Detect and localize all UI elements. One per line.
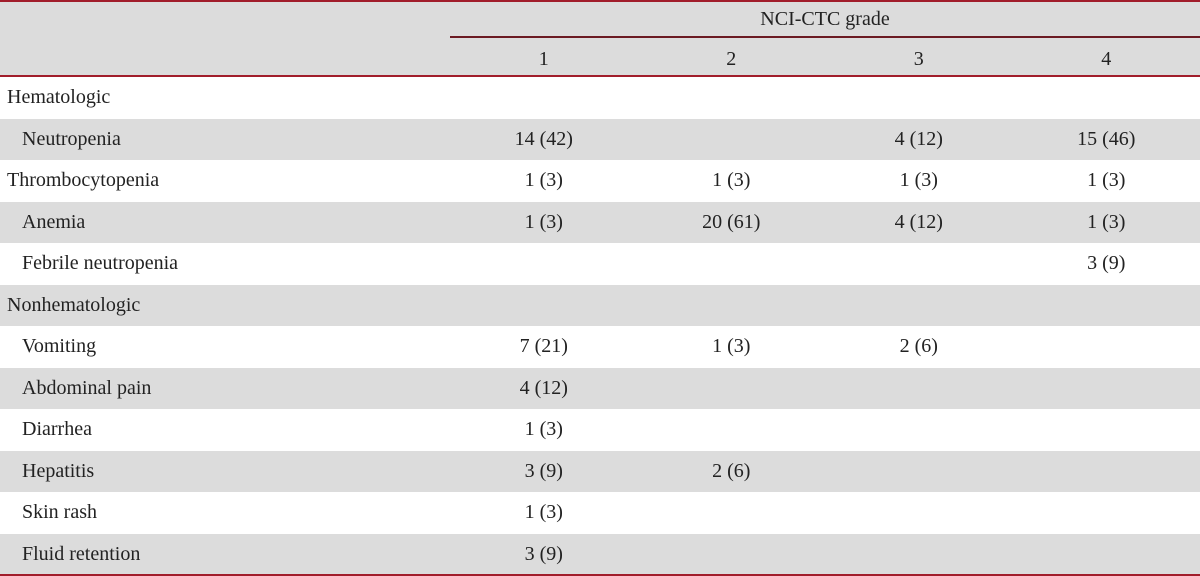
table-row: Febrile neutropenia 3 (9)	[0, 243, 1200, 285]
row-label: Vomiting	[22, 335, 97, 357]
table-row: Nonhematologic	[0, 284, 1200, 326]
table-row: Hematologic	[0, 77, 1200, 119]
row-label: Hematologic	[7, 86, 111, 108]
data-cell: 1 (3)	[712, 335, 751, 357]
column-header: 1	[538, 48, 549, 70]
table-row: Anemia 1 (3) 20 (61) 4 (12) 1 (3)	[0, 201, 1200, 243]
data-cell: 1 (3)	[1087, 169, 1126, 191]
table-row: Neutropenia 14 (42) 4 (12) 15 (46)	[0, 118, 1200, 160]
data-cell: 1 (3)	[524, 501, 563, 523]
data-cell: 3 (9)	[524, 459, 563, 482]
row-label: Abdominal pain	[22, 376, 152, 399]
row-label: Skin rash	[22, 501, 97, 523]
data-cell: 1 (3)	[524, 418, 563, 440]
table-row: Fluid retention 3 (9)	[0, 533, 1200, 575]
table-row: Diarrhea 1 (3)	[0, 409, 1200, 451]
data-cell: 4 (12)	[894, 127, 943, 150]
data-cell: 4 (12)	[894, 210, 943, 233]
bottom-rule	[0, 574, 1200, 576]
row-label: Diarrhea	[22, 418, 92, 440]
row-label: Thrombocytopenia	[7, 169, 160, 191]
group-underline	[450, 36, 1200, 38]
data-cell: 4 (12)	[519, 376, 568, 399]
row-label: Hepatitis	[22, 459, 95, 482]
data-cell: 15 (46)	[1077, 127, 1136, 150]
table-row: Skin rash 1 (3)	[0, 492, 1200, 534]
data-cell: 1 (3)	[712, 169, 751, 191]
data-cell: 7 (21)	[519, 335, 568, 357]
table-row: Vomiting 7 (21) 1 (3) 2 (6)	[0, 326, 1200, 368]
data-cell: 2 (6)	[899, 335, 938, 357]
data-cell: 2 (6)	[712, 459, 751, 482]
table-header: NCI-CTC grade 1 2 3 4	[0, 0, 1200, 77]
data-cell: 20 (61)	[702, 210, 761, 233]
row-label: Neutropenia	[22, 127, 121, 150]
column-header: 2	[726, 48, 737, 70]
group-header: NCI-CTC grade	[760, 8, 890, 30]
table-row: Thrombocytopenia 1 (3) 1 (3) 1 (3) 1 (3)	[0, 160, 1200, 202]
data-cell: 14 (42)	[514, 127, 573, 150]
data-cell: 3 (9)	[1087, 252, 1126, 274]
data-cell: 1 (3)	[524, 210, 563, 233]
row-label: Nonhematologic	[7, 293, 141, 316]
data-cell: 1 (3)	[1087, 210, 1126, 233]
row-label: Febrile neutropenia	[22, 252, 179, 274]
data-cell: 1 (3)	[899, 169, 938, 191]
table-row: Abdominal pain 4 (12)	[0, 367, 1200, 409]
column-header: 3	[913, 48, 924, 70]
data-cell: 1 (3)	[524, 169, 563, 191]
column-header: 4	[1101, 48, 1112, 70]
table-row: Hepatitis 3 (9) 2 (6)	[0, 450, 1200, 492]
data-cell: 3 (9)	[524, 542, 563, 565]
row-label: Anemia	[22, 210, 86, 233]
row-label: Fluid retention	[22, 542, 141, 565]
